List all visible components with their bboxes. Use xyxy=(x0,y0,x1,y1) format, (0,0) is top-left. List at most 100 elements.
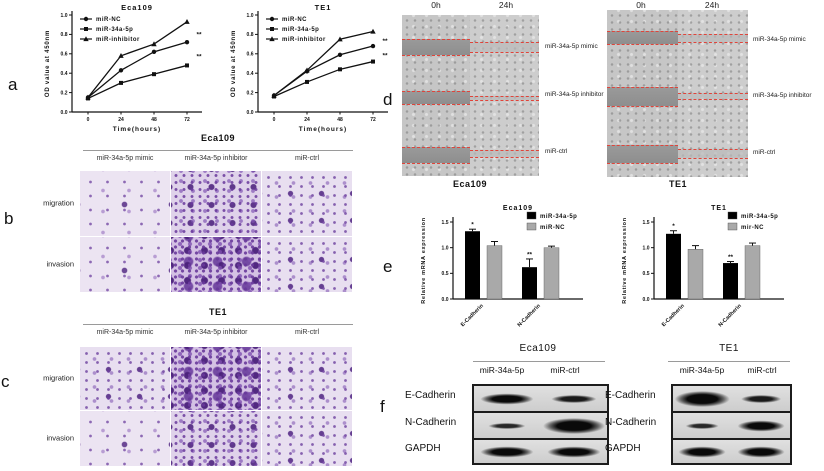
panel-letter-e: e xyxy=(383,257,393,276)
wound-eca109-wound-edge-line xyxy=(470,52,539,53)
svg-text:OD value at 450nm: OD value at 450nm xyxy=(231,30,237,97)
svg-text:1.0: 1.0 xyxy=(643,245,650,251)
wb-eca109-blot-strip-GAPDH xyxy=(472,438,609,465)
wb-eca109-protein-label: E-Cadherin xyxy=(405,390,456,401)
wound-te1-condition-label: miR-ctrl xyxy=(753,148,776,156)
wb-te1-blot-strip-GAPDH xyxy=(671,438,792,465)
wound-eca109-condition-label: miR-ctrl xyxy=(545,147,568,155)
svg-text:0.8: 0.8 xyxy=(247,32,254,38)
svg-text:**: ** xyxy=(527,251,533,258)
wb-te1-protein-label: N-Cadherin xyxy=(605,417,657,428)
svg-text:Relative mRNA expression: Relative mRNA expression xyxy=(421,217,427,304)
wb-te1-title-rule xyxy=(668,361,790,362)
svg-text:0.0: 0.0 xyxy=(643,297,650,303)
transwell-eca109-column-label: miR-ctrl xyxy=(294,155,320,162)
svg-text:24: 24 xyxy=(304,117,310,123)
transwell-eca109-micrograph-migration-1 xyxy=(80,171,170,236)
wound-eca109-wound-edge-line xyxy=(470,42,539,43)
svg-text:OD value at 450nm: OD value at 450nm xyxy=(45,30,51,97)
transwell-te1-micrograph-invasion-1 xyxy=(80,411,170,466)
svg-text:0.5: 0.5 xyxy=(442,271,449,277)
svg-text:E-Cadherin: E-Cadherin xyxy=(661,303,686,328)
panel-letter-c: c xyxy=(1,372,10,391)
svg-text:1.5: 1.5 xyxy=(442,220,449,226)
wound-eca109-wound-edge-line xyxy=(402,104,470,105)
wound-eca109-time-label: 0h xyxy=(431,0,441,10)
wound-eca109-wound-edge-line xyxy=(470,157,539,158)
svg-text:**: ** xyxy=(196,54,202,61)
transwell-eca109-title-rule xyxy=(83,150,353,151)
svg-text:Time(hours): Time(hours) xyxy=(299,126,347,133)
transwell-eca109-column-label: miR-34a-5p mimic xyxy=(96,155,154,162)
svg-text:**: ** xyxy=(728,254,734,261)
svg-text:miR-34a-5p: miR-34a-5p xyxy=(540,214,577,220)
wound-eca109-wound-edge-line xyxy=(402,147,470,148)
svg-text:**: ** xyxy=(382,53,388,60)
transwell-te1-title: TE1 xyxy=(208,307,228,317)
transwell-eca109-micrograph-migration-3 xyxy=(262,171,352,236)
wound-te1-condition-label: miR-34a-5p mimic xyxy=(753,35,806,43)
svg-text:E-Cadherin: E-Cadherin xyxy=(460,303,485,328)
svg-text:miR-inhibitor: miR-inhibitor xyxy=(282,37,326,43)
svg-text:N-Cadherin: N-Cadherin xyxy=(718,303,744,329)
svg-text:miR-NC: miR-NC xyxy=(96,17,121,23)
wound-eca109-scratch-0h xyxy=(402,147,470,163)
wound-te1-caption: TE1 xyxy=(668,179,688,189)
transwell-te1-row-label: invasion xyxy=(46,433,74,443)
proliferation-line-chart-te1: TE1 0.0 0.2 0.4 0.6 0.8 1.0 0 24 48 72 Time(hours) O… xyxy=(226,2,418,138)
svg-text:0.4: 0.4 xyxy=(61,71,68,77)
proliferation-line-chart-eca109: Eca109 0.0 0.2 0.4 0.6 0.8 1.0 0 24 48 72 Time(hour… xyxy=(40,2,232,138)
wound-te1-scratch-24h xyxy=(678,93,748,99)
wound-eca109-wound-edge-line xyxy=(402,55,470,56)
svg-text:1.0: 1.0 xyxy=(247,13,254,19)
svg-text:0.0: 0.0 xyxy=(247,110,254,116)
svg-text:72: 72 xyxy=(370,117,376,123)
wb-te1-protein-label: E-Cadherin xyxy=(605,390,656,401)
svg-text:0.6: 0.6 xyxy=(247,52,254,58)
transwell-eca109-micrograph-invasion-3 xyxy=(262,237,352,292)
wound-eca109-caption: Eca109 xyxy=(452,179,488,189)
wb-eca109-lane-label: miR-ctrl xyxy=(550,365,580,375)
wound-te1-wound-edge-line xyxy=(607,145,678,146)
transwell-te1-row-label: migration xyxy=(43,373,74,383)
svg-text:Eca109: Eca109 xyxy=(503,205,533,212)
panel-letter-d: d xyxy=(383,90,393,109)
svg-text:**: ** xyxy=(196,31,202,38)
svg-text:0.2: 0.2 xyxy=(61,90,68,96)
transwell-te1-micrograph-migration-3 xyxy=(262,347,352,410)
svg-text:**: ** xyxy=(382,38,388,45)
svg-text:1.5: 1.5 xyxy=(643,220,650,226)
wound-eca109-scratch-0h xyxy=(402,91,470,104)
wound-te1-condition-label: miR-34a-5p inhibitor xyxy=(753,91,812,99)
wound-eca109-wound-edge-line xyxy=(470,150,539,151)
wound-te1-wound-edge-line xyxy=(607,87,678,88)
transwell-eca109-micrograph-migration-2 xyxy=(171,171,261,236)
svg-text:0.5: 0.5 xyxy=(643,271,650,277)
wb-te1-lane-label: miR-ctrl xyxy=(747,365,777,375)
svg-text:miR-NC: miR-NC xyxy=(282,17,307,23)
wb-eca109-protein-label: GAPDH xyxy=(405,443,441,454)
protein-band xyxy=(480,446,534,457)
wound-eca109-wound-edge-line xyxy=(470,96,539,97)
svg-text:0: 0 xyxy=(87,117,90,123)
protein-band xyxy=(675,390,730,407)
svg-text:48: 48 xyxy=(337,117,343,123)
svg-text:Relative mRNA expression: Relative mRNA expression xyxy=(622,217,628,304)
protein-band xyxy=(551,394,597,403)
svg-text:N-Cadherin: N-Cadherin xyxy=(517,303,543,329)
wb-te1-lane-label: miR-34a-5p xyxy=(679,365,725,375)
wb-te1-blot-strip-E-Cadherin xyxy=(671,384,792,413)
protein-band xyxy=(740,394,781,403)
wound-te1-scratch-0h xyxy=(607,31,678,44)
mrna-bar-chart-te1: TE1 0.0 0.5 1.0 1.5 Relative mRNA expression *… xyxy=(616,200,821,342)
wound-eca109-wound-edge-line xyxy=(402,163,470,164)
transwell-eca109-micrograph-invasion-1 xyxy=(80,237,170,292)
protein-band xyxy=(685,422,719,429)
wb-eca109-blot-strip-N-Cadherin xyxy=(472,411,609,440)
protein-band xyxy=(737,420,785,431)
svg-text:miR-34a-5p: miR-34a-5p xyxy=(741,214,778,220)
svg-text:1.0: 1.0 xyxy=(442,245,449,251)
transwell-te1-title-rule xyxy=(83,324,353,325)
wound-te1-wound-edge-line xyxy=(678,93,748,94)
